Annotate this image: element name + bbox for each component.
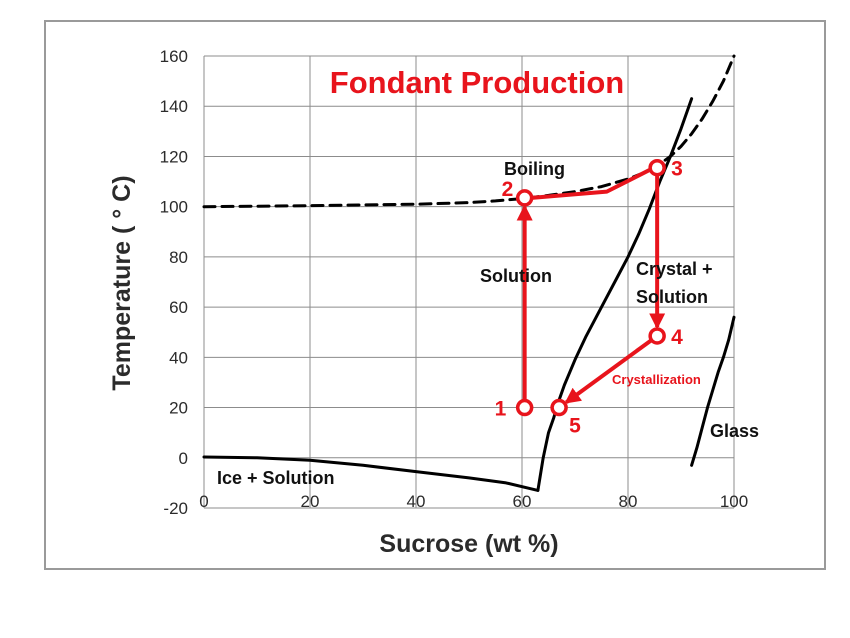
x-tick-label: 0 xyxy=(199,492,208,511)
y-tick-label: 80 xyxy=(169,248,188,267)
process-point-3 xyxy=(648,158,666,177)
y-tick-label: 0 xyxy=(179,449,188,468)
y-tick-label: 20 xyxy=(169,399,188,418)
annotation-solution: Solution xyxy=(480,266,552,286)
chart-title: Fondant Production xyxy=(330,65,624,100)
y-tick-label: 100 xyxy=(160,198,188,217)
figure-frame xyxy=(44,20,826,570)
y-tick-label: -20 xyxy=(163,499,188,518)
x-tick-label: 40 xyxy=(407,492,426,511)
series-line-2 xyxy=(202,455,540,492)
y-tick-label: 60 xyxy=(169,298,188,317)
point-label-5: 5 xyxy=(569,415,581,438)
x-tick-label: 80 xyxy=(619,492,638,511)
y-tick-label: 140 xyxy=(160,97,188,116)
y-tick-label: 160 xyxy=(160,47,188,66)
y-tick-label: 40 xyxy=(169,348,188,367)
x-axis-title: Sucrose (wt %) xyxy=(379,530,558,558)
point-label-2: 2 xyxy=(502,178,514,201)
annotation-ice-solution: Ice + Solution xyxy=(217,468,335,488)
x-tick-label: 100 xyxy=(720,492,748,511)
process-path: 1 2 3 4 5 xyxy=(495,158,684,438)
annotation-boiling: Boiling xyxy=(504,159,565,179)
line-2-to-3 xyxy=(531,167,652,200)
process-point-5 xyxy=(550,398,568,417)
y-tick-label: 120 xyxy=(160,147,188,166)
series-line-4 xyxy=(690,315,736,467)
series-line-1 xyxy=(202,54,736,209)
annotation-crystal-line2: Solution xyxy=(636,287,708,307)
process-point-2 xyxy=(515,189,534,207)
tick-labels: -20 0 20 40 60 80 100 120 140 160 0 20 40 60 80 100 xyxy=(160,47,749,518)
gridlines xyxy=(203,55,735,509)
x-tick-label: 60 xyxy=(513,492,532,511)
point-label-4: 4 xyxy=(671,326,683,349)
point-label-1: 1 xyxy=(495,398,507,421)
y-axis-title: Temperature ( ° C) xyxy=(108,175,136,390)
annotation-crystallization: Crystallization xyxy=(612,372,701,387)
process-point-1 xyxy=(515,398,534,417)
x-tick-label: 20 xyxy=(301,492,320,511)
annotation-glass: Glass xyxy=(710,421,759,441)
arrow-4-to-5 xyxy=(564,338,653,404)
annotation-crystal-line1: Crystal + xyxy=(636,259,713,279)
process-point-4 xyxy=(648,327,666,345)
point-label-3: 3 xyxy=(671,158,683,181)
